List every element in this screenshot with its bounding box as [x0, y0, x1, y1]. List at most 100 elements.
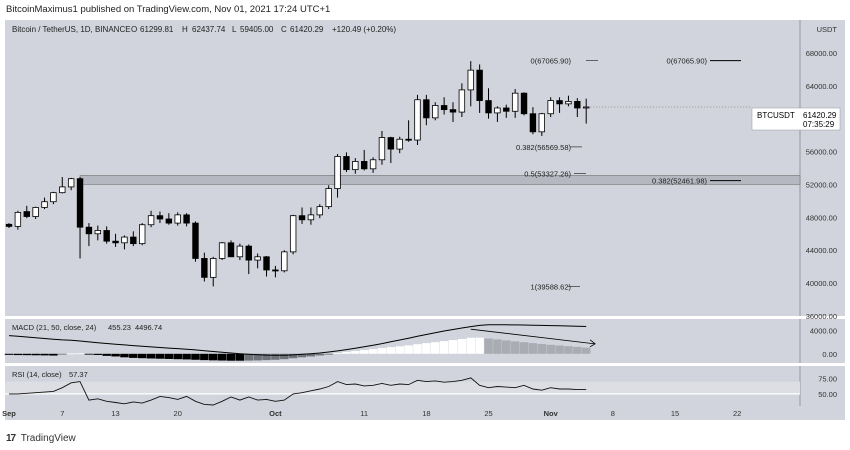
macd-histogram-bar [377, 348, 387, 354]
macd-tick-label: 0.00 [822, 350, 837, 359]
candle-down [485, 100, 492, 114]
tradingview-brand: TradingView [20, 433, 76, 444]
price-tick-label: 68000.00 [806, 49, 837, 58]
macd-histogram-bar [581, 347, 591, 354]
x-tick-label: Oct [269, 409, 282, 418]
candle-up [218, 242, 226, 259]
candle-down [156, 215, 164, 220]
macd-histogram-bar [155, 353, 165, 359]
x-tick-label: 25 [484, 409, 492, 418]
candle-up [289, 215, 297, 253]
candle-up [325, 188, 332, 208]
candle-up [432, 105, 439, 119]
price-label-symbol: BTCUSDT [757, 111, 795, 120]
candle-up [369, 159, 377, 170]
price-axis-bg [800, 20, 845, 420]
macd-histogram-bar [519, 342, 529, 354]
macd-histogram-bar [271, 353, 280, 360]
macd-histogram-bar [528, 343, 538, 354]
macd-histogram-bar [439, 341, 449, 354]
candle-down [192, 222, 199, 259]
legend-o-value: 61299.81 [140, 25, 174, 34]
rsi-line [9, 377, 587, 406]
macd-histogram-bar [244, 353, 253, 361]
candle-down [343, 156, 350, 171]
price-pane-bg [5, 20, 800, 316]
candle-up [281, 251, 288, 272]
candle-up [94, 230, 101, 235]
macd-histogram-bar [120, 353, 129, 358]
price-axis-unit: USDT [817, 25, 838, 34]
candle-down [23, 211, 30, 217]
x-tick-label: 7 [60, 409, 64, 418]
candle-down [556, 100, 563, 105]
candle-down [130, 236, 137, 245]
macd-histogram-bar [13, 353, 23, 356]
tradingview-logo-icon: 17 [6, 433, 16, 444]
macd-histogram-bar [111, 353, 120, 357]
macd-histogram-bar [93, 353, 103, 355]
x-tick-label: 22 [733, 409, 741, 418]
symbol-legend-name: Bitcoin / TetherUS, 1D, BINANCE [12, 25, 131, 34]
macd-tick-label: 4000.00 [810, 326, 837, 335]
macd-histogram-bar [404, 345, 413, 354]
macd-histogram-bar [209, 353, 218, 361]
macd-histogram-bar [262, 353, 271, 361]
candle-down [245, 245, 252, 261]
candlestick-chart[interactable]: 0(67065.90) 0.382(56569.58) 0.5(53327.26) 1… [0, 20, 850, 430]
legend-l-value: 59405.00 [240, 25, 274, 34]
candle-up [236, 245, 244, 258]
candle-up [378, 137, 386, 161]
legend-c-label: C [281, 25, 287, 34]
candle-up [59, 186, 66, 194]
price-label-price: 61420.29 [803, 111, 837, 120]
candle-down [263, 256, 270, 271]
macd-histogram-bar [422, 343, 431, 354]
candle-up [138, 224, 146, 245]
macd-histogram-bar [288, 353, 298, 359]
candle-down [112, 240, 119, 244]
fib-label-right: 0(67065.90) [667, 57, 708, 66]
macd-histogram-bar [49, 353, 58, 356]
candle-down [529, 113, 537, 133]
x-tick-label: 18 [422, 409, 430, 418]
candle-up [14, 211, 22, 227]
x-tick-label: 8 [611, 409, 615, 418]
candle-down [360, 161, 368, 170]
candle-down [85, 226, 93, 235]
price-label-countdown: 07:35:29 [803, 120, 835, 129]
price-tick-label: 48000.00 [806, 213, 837, 222]
candle-up [467, 69, 474, 91]
rsi-legend-value: 57.37 [69, 370, 88, 379]
legend-change: +120.49 (+0.20%) [332, 25, 396, 34]
candle-up [254, 256, 261, 261]
fib-label-right: 0.382(52461.98) [652, 177, 708, 186]
tradingview-logo[interactable]: 17 TradingView [6, 433, 76, 444]
macd-histogram-bar [22, 353, 31, 356]
macd-histogram-bar [129, 353, 138, 358]
macd-histogram-bar [191, 353, 200, 360]
macd-legend: MACD (21, 50, close, 24) [12, 323, 97, 332]
chart-area[interactable]: 0(67065.90) 0.382(56569.58) 0.5(53327.26) 1… [0, 20, 850, 430]
price-tick-label: 36000.00 [806, 312, 837, 321]
macd-histogram-bar [182, 353, 191, 360]
macd-histogram-bar [4, 353, 14, 355]
macd-histogram-bar [40, 353, 49, 356]
price-tick-label: 40000.00 [806, 279, 837, 288]
macd-histogram-bar [280, 353, 289, 360]
publication-info: BitcoinMaximus1 published on TradingView… [6, 4, 331, 15]
x-tick-label: Sep [2, 409, 16, 418]
macd-histogram-bar [297, 353, 307, 358]
x-axis-bg [5, 406, 800, 420]
x-tick-label: 20 [174, 409, 182, 418]
macd-histogram-bar [573, 346, 582, 354]
macd-histogram-bar [359, 350, 369, 354]
rsi-legend: RSI (14, close) [12, 370, 62, 379]
candle-up [511, 92, 519, 112]
macd-histogram-bar [564, 346, 573, 354]
macd-histogram-bar [342, 351, 351, 354]
macd-histogram-bar [102, 353, 111, 356]
candle-up [147, 215, 155, 226]
macd-histogram-bar [386, 347, 396, 354]
macd-histogram-bar [31, 353, 40, 356]
